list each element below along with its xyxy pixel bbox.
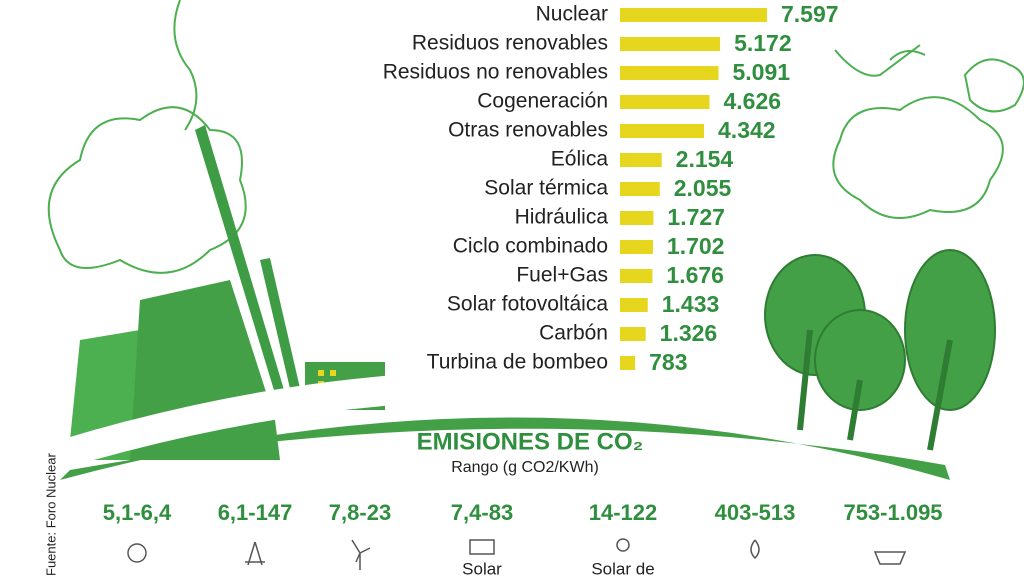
range-label: 7,4-83 (451, 500, 513, 525)
bar (620, 211, 654, 225)
bar (620, 182, 660, 196)
bar (620, 298, 648, 312)
value-label: 2.154 (676, 146, 734, 172)
category-label: Eólica (551, 148, 609, 171)
range-label: 7,8-23 (329, 500, 391, 525)
category-label: Solar térmica (484, 177, 608, 200)
bar (620, 356, 636, 370)
value-label: 2.055 (674, 175, 732, 201)
bar (620, 240, 653, 254)
bar (620, 95, 710, 109)
category-label: Fuel+Gas (516, 264, 608, 287)
range-label: 14-122 (589, 500, 658, 525)
bar (620, 8, 767, 22)
category-label: Carbón (539, 322, 608, 345)
category-label: Solar fotovoltáica (447, 293, 608, 316)
category-label: Residuos renovables (412, 32, 608, 55)
icon-label: Solar (462, 559, 502, 576)
emissions-title: EMISIONES DE CO₂ (417, 428, 644, 455)
value-label: 1.702 (667, 233, 725, 259)
range-label: 403-513 (715, 500, 796, 525)
icon-label: Solar de (591, 559, 654, 576)
source: Fuente: Foro Nuclear (43, 452, 58, 576)
value-label: 1.676 (666, 262, 724, 288)
towers (60, 125, 960, 480)
bar (620, 269, 653, 283)
value-label: 5.091 (733, 59, 791, 85)
value-label: 1.326 (660, 320, 718, 346)
bar (620, 66, 719, 80)
bar (620, 124, 705, 138)
value-label: 4.626 (724, 88, 782, 114)
bar (620, 37, 721, 51)
icons (127, 538, 907, 570)
value-label: 1.727 (667, 204, 725, 230)
value-label: 5.172 (734, 30, 792, 56)
emissions-subtitle: Rango (g CO2/KWh) (451, 459, 599, 476)
category-label: Turbina de bombeo (427, 351, 608, 374)
category-label: Ciclo combinado (453, 235, 608, 258)
category-label: Otras renovables (448, 119, 608, 142)
value-label: 4.342 (718, 117, 776, 143)
category-label: Nuclear (536, 3, 608, 26)
value-label: 7.597 (781, 1, 839, 27)
category-label: Residuos no renovables (383, 61, 608, 84)
category-label: Hidráulica (515, 206, 609, 229)
bar (620, 327, 646, 341)
decoration (47, 0, 1024, 274)
range-label: 753-1.095 (843, 500, 942, 525)
category-label: Cogeneración (477, 90, 608, 113)
value-label: 783 (649, 349, 687, 375)
range-label: 5,1-6,4 (103, 500, 172, 525)
range-label: 6,1-147 (218, 500, 293, 525)
value-label: 1.433 (662, 291, 720, 317)
trees (764, 249, 996, 451)
bar (620, 153, 662, 167)
